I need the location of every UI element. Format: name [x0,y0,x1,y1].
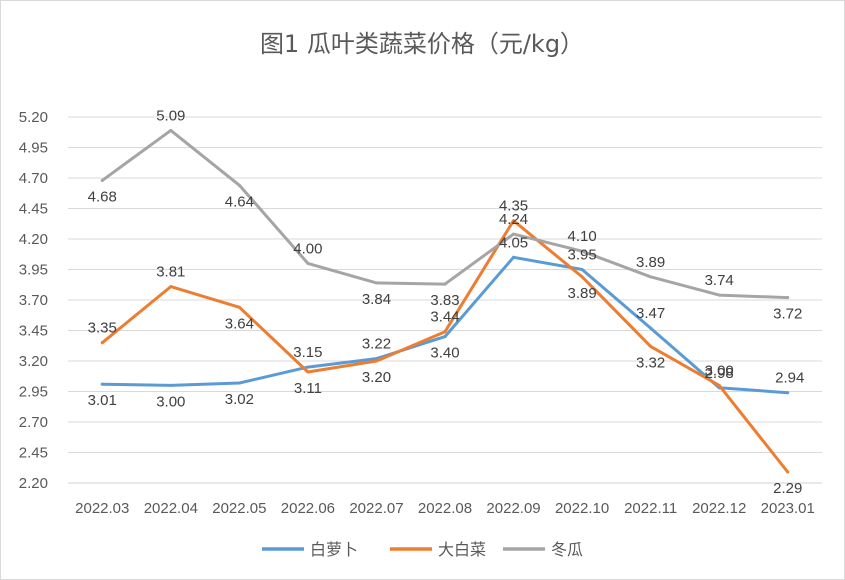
y-tick-label: 3.70 [19,292,48,309]
legend: 白萝卜 大白菜 冬瓜 [262,540,583,559]
data-label: 3.84 [362,291,391,308]
x-tick-label: 2022.11 [624,500,677,517]
x-tick-label: 2022.09 [486,500,540,517]
x-tick-label: 2022.08 [418,500,472,517]
x-tick-label: 2022.07 [349,500,403,517]
y-tick-label: 3.20 [19,353,48,370]
data-label: 4.00 [293,240,322,257]
chart-title: 图1 瓜叶类蔬菜价格（元/kg） [260,30,584,58]
data-point [306,261,310,265]
data-point [237,183,241,187]
x-tick-label: 2022.10 [555,500,609,517]
data-point [443,282,447,286]
data-label: 4.64 [225,193,254,210]
data-point [580,249,584,253]
data-label: 3.20 [362,369,391,386]
data-label: 3.01 [88,392,117,409]
y-tick-label: 2.70 [19,414,48,431]
data-point [100,382,104,386]
x-tick-label: 2022.06 [281,500,335,517]
data-point [169,128,173,132]
data-point [512,255,516,259]
data-label: 3.74 [705,272,734,289]
y-tick-label: 2.20 [19,475,48,492]
x-tick-label: 2023.01 [761,500,815,517]
y-tick-label: 4.95 [19,140,48,157]
data-point [580,268,584,271]
data-label: 4.24 [499,211,528,228]
data-point [169,383,173,387]
data-label: 5.09 [156,107,185,124]
legend-entry: 白萝卜 [310,540,358,559]
data-point [237,305,241,309]
data-label: 3.47 [636,305,665,322]
data-label: 3.81 [156,264,185,281]
data-point [580,275,584,279]
data-label: 2.98 [705,365,734,382]
legend-entry: 冬瓜 [551,540,583,559]
data-label: 3.35 [88,320,117,337]
y-tick-label: 2.45 [19,445,48,462]
data-label: 3.83 [430,292,459,309]
data-label: 3.02 [225,391,254,408]
x-tick-label: 2022.03 [75,500,129,517]
legend-entry: 大白菜 [438,540,486,559]
data-point [306,370,310,374]
data-label: 3.11 [294,380,322,397]
y-tick-label: 4.45 [19,201,48,218]
data-point [786,391,790,395]
data-point [100,341,104,345]
data-label: 3.89 [636,254,665,271]
data-point [169,285,173,289]
x-tick-label: 2022.12 [692,500,746,517]
data-label: 3.40 [430,345,459,362]
data-point [237,381,241,385]
y-axis: 5.20 4.95 4.70 4.45 4.20 3.95 3.70 3.45 3.20 2.95… [19,109,48,492]
data-point [717,293,721,297]
data-label: 3.72 [773,306,802,323]
data-point [786,296,790,300]
y-tick-label: 4.20 [19,231,48,248]
y-tick-label: 3.45 [19,323,48,340]
data-point [512,219,516,223]
data-point [649,275,653,279]
series-line-3 [100,128,790,300]
data-point [374,359,378,363]
data-point [100,178,104,182]
data-point [443,335,447,339]
data-point [374,281,378,285]
data-label: 2.94 [775,370,804,387]
y-tick-label: 5.20 [19,109,48,126]
data-label: 3.64 [225,315,254,332]
data-point [649,344,653,348]
data-point [717,383,721,387]
data-point [512,232,516,236]
data-label: 4.10 [567,228,596,245]
x-tick-label: 2022.04 [144,500,198,517]
y-tick-label: 4.70 [19,170,48,187]
x-tick-label: 2022.05 [212,500,266,517]
y-tick-label: 2.95 [19,384,48,401]
x-axis: 2022.03 2022.04 2022.05 2022.06 2022.07 2022.… [75,500,815,517]
data-label: 3.15 [293,344,322,361]
data-labels: 3.01 3.00 3.02 3.15 3.22 3.40 4.05 3.95 3.47 2.98… [88,107,805,497]
y-tick-label: 3.95 [19,262,48,279]
data-label: 4.68 [88,188,117,205]
data-label: 3.95 [567,247,596,264]
data-point [443,330,447,334]
data-label: 3.89 [567,285,596,302]
data-label: 3.00 [156,393,185,410]
series-lines [100,128,790,474]
data-point [786,470,790,474]
data-label: 2.29 [773,480,802,497]
data-label: 3.32 [636,354,665,371]
data-point [649,326,653,330]
data-label: 3.00 [705,362,734,379]
data-label: 4.35 [499,198,528,215]
data-label: 3.22 [362,336,391,353]
data-label: 4.05 [499,234,528,251]
data-point [306,365,310,369]
data-label: 3.44 [430,309,459,326]
